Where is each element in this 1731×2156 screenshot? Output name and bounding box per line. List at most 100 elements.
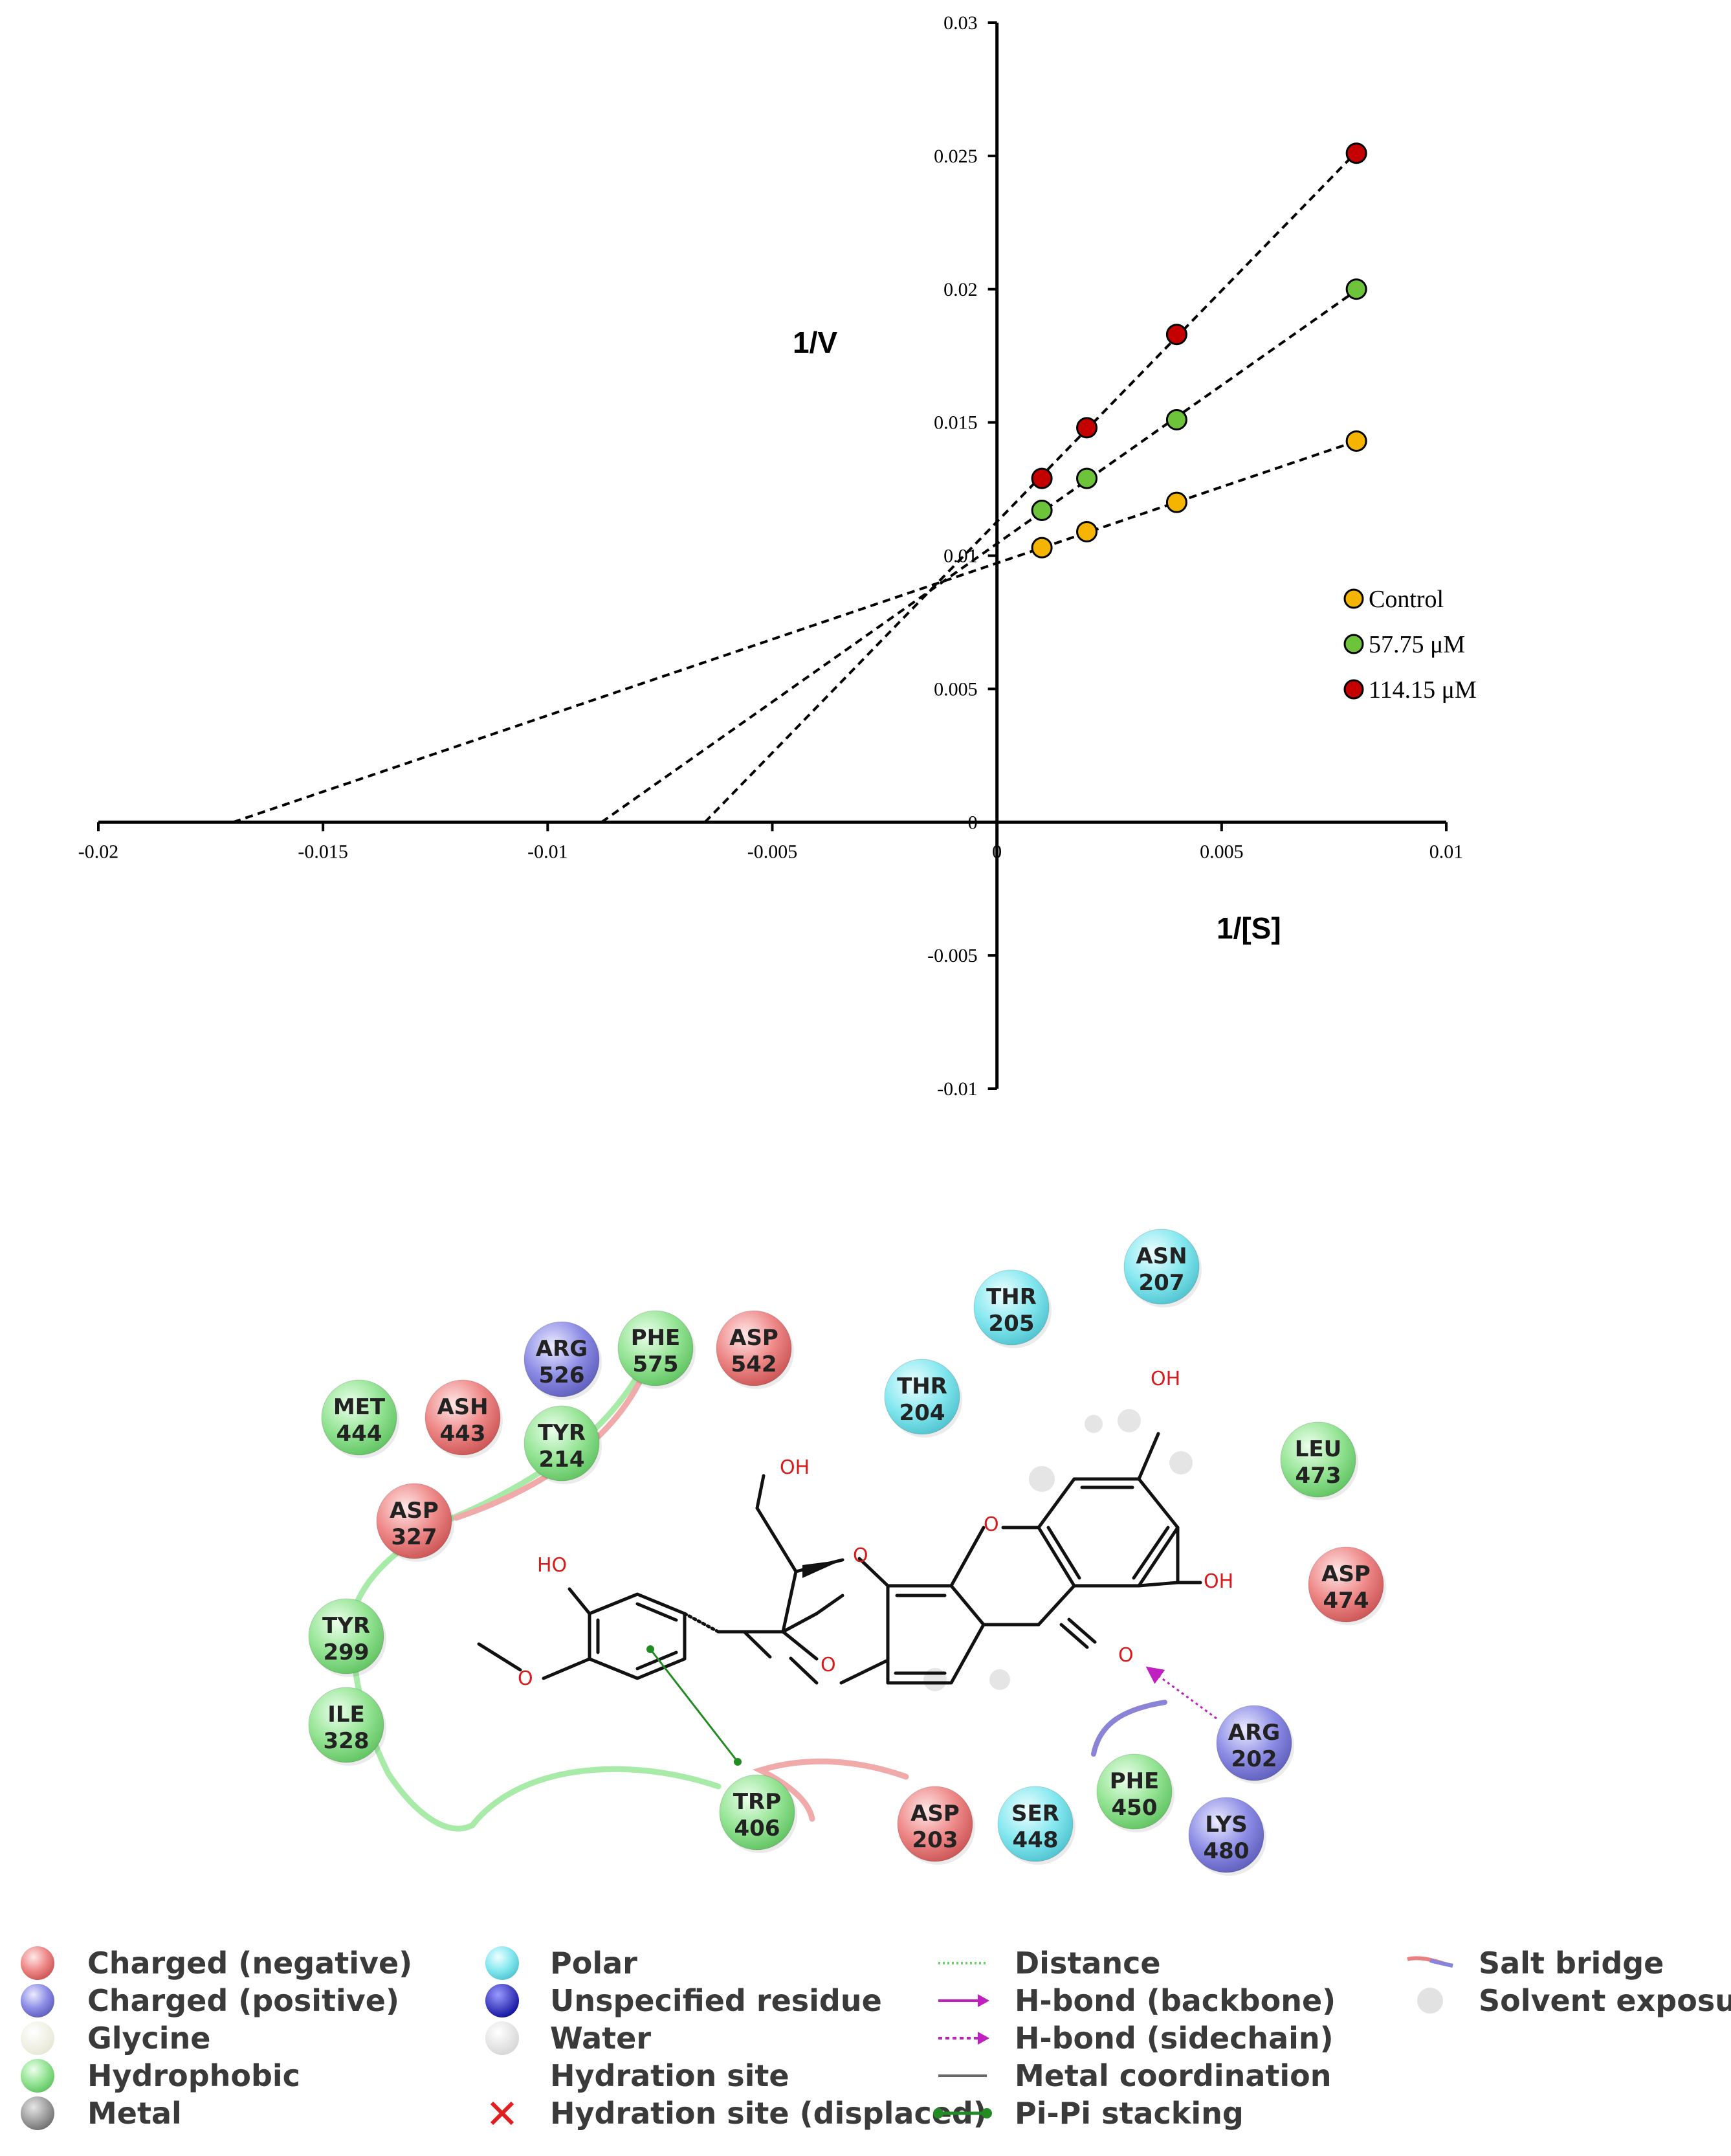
residue-name: ASN <box>1136 1243 1187 1269</box>
residue-number: 203 <box>912 1827 958 1853</box>
x-tick-label: -0.005 <box>747 841 798 862</box>
data-point-series-2 <box>1076 467 1098 489</box>
x-tick-label: -0.015 <box>298 841 348 862</box>
pi-pi-stacking-line <box>649 1649 739 1762</box>
data-point-series-2 <box>1345 278 1367 300</box>
legend-marker <box>1343 634 1364 654</box>
legend-swatch-solvent-exposure <box>1417 1988 1443 2014</box>
residue-number: 204 <box>899 1400 945 1426</box>
residues: MET444ASH443ARG526PHE575ASP542TYR214ASP3… <box>308 1228 1386 1876</box>
legend-label: H-bond (sidechain) <box>1015 2021 1334 2056</box>
legend-swatch-arrow-icon <box>978 1994 989 2007</box>
data-point-series-2 <box>1031 500 1053 522</box>
legend-label: H-bond (backbone) <box>1015 1983 1336 2018</box>
interaction-legend: Charged (negative)Charged (positive)Glyc… <box>21 1946 1731 2131</box>
y-axis-title: 1/V <box>793 326 837 359</box>
data-point-series-1 <box>1165 491 1187 513</box>
legend-label: Salt bridge <box>1479 1946 1664 1981</box>
y-tick-label: -0.005 <box>927 945 978 966</box>
y-tick-label: 0.015 <box>934 412 978 434</box>
residue-name: PHE <box>1110 1768 1160 1794</box>
residue-name: LYS <box>1205 1812 1247 1838</box>
data-point-series-3 <box>1031 467 1053 489</box>
residue-name: ASP <box>1321 1561 1371 1587</box>
h-bond-arg202 <box>1145 1666 1217 1720</box>
residue-number: 473 <box>1295 1463 1341 1489</box>
legend-label: Distance <box>1015 1946 1161 1981</box>
data-point-series-3 <box>1076 417 1098 439</box>
legend-label: Metal <box>87 2096 182 2131</box>
residue-name: ASP <box>390 1498 439 1524</box>
pi-pi-stacking-dot-residue <box>734 1758 742 1766</box>
residue-number: 526 <box>539 1362 585 1388</box>
legend-swatch-water <box>485 2021 519 2055</box>
legend-swatch-positive <box>21 1984 54 2017</box>
legend-label: Water <box>550 2021 651 2056</box>
atom-label-oh-top: OH <box>1151 1368 1180 1390</box>
data-point-series-3 <box>1165 324 1187 346</box>
data-point-series-1 <box>1076 520 1098 542</box>
legend-swatch-negative <box>21 1946 54 1980</box>
legend-swatch-polar <box>485 1946 519 1980</box>
residue-name: ILE <box>327 1702 365 1728</box>
x-tick-label: -0.02 <box>78 841 119 862</box>
residue-name: THR <box>897 1373 947 1399</box>
residue-number: 327 <box>391 1524 437 1550</box>
residue-number: 542 <box>731 1351 777 1377</box>
data-point-series-2 <box>1165 409 1187 431</box>
legend-swatch-displaced-icon <box>490 2101 514 2126</box>
legend-label: Hydration site (displaced) <box>550 2096 987 2131</box>
atom-label-o-dioxane-top: O <box>853 1544 868 1567</box>
pocket-contour-negative-lower <box>752 1758 909 1822</box>
residue-number: 205 <box>989 1311 1035 1337</box>
lineweaver-burk-chart: -0.02 -0.015 -0.01 -0.005 0 0.005 0.01 -0.01-0… <box>78 12 1477 1100</box>
legend-swatch-arrow-icon <box>978 2032 989 2045</box>
residue-name: PHE <box>631 1325 681 1351</box>
legend-label: 57.75 μM <box>1369 631 1465 658</box>
wedge-bond <box>802 1560 843 1578</box>
residue-name: MET <box>333 1394 386 1420</box>
residue-name: THR <box>986 1284 1037 1310</box>
legend-label: Charged (negative) <box>87 1946 412 1981</box>
legend-swatch-glycine <box>21 2021 54 2055</box>
atom-label-oh-hydroxymethyl: OH <box>780 1456 810 1479</box>
residue-number: 443 <box>440 1421 486 1447</box>
legend-label: Solvent exposure <box>1479 1983 1731 2018</box>
legend-label: Hydration site <box>550 2058 789 2093</box>
x-tick-label: 0.005 <box>1200 841 1244 862</box>
y-tick-label: 0.03 <box>943 12 978 34</box>
atom-label-o-pyran: O <box>984 1513 999 1536</box>
y-tick-label: 0 <box>968 812 978 833</box>
x-axis-ticks: -0.02 -0.015 -0.01 -0.005 0 0.005 0.01 <box>78 822 1463 862</box>
data-point-series-1 <box>1031 537 1053 559</box>
y-tick-label: 0.005 <box>934 678 978 700</box>
residue-name: LEU <box>1295 1436 1342 1462</box>
residue-number: 406 <box>734 1816 780 1841</box>
residue-name: ARG <box>536 1336 588 1362</box>
residue-name: TYR <box>538 1420 586 1446</box>
x-axis-title: 1/[S] <box>1217 911 1281 945</box>
residue-number: 448 <box>1013 1827 1059 1853</box>
atom-label-o-carbonyl: O <box>1118 1644 1134 1667</box>
legend-label: Glycine <box>87 2021 211 2056</box>
data-point-series-1 <box>1345 430 1367 452</box>
y-axis-ticks: -0.01 -0.005 0 0.005 0.01 0.015 0.02 0.025 0.03 <box>927 12 997 1100</box>
residue-number: 328 <box>324 1728 369 1754</box>
ligand-interaction-diagram: OH OH OH HO O O O O O MET444ASH443ARG526… <box>21 1228 1731 2131</box>
fit-line-series-3 <box>703 151 1358 823</box>
legend-swatch-pipi-dot <box>933 2108 943 2118</box>
residue-number: 214 <box>539 1447 585 1473</box>
pi-pi-stacking-dot-ligand <box>646 1645 654 1653</box>
